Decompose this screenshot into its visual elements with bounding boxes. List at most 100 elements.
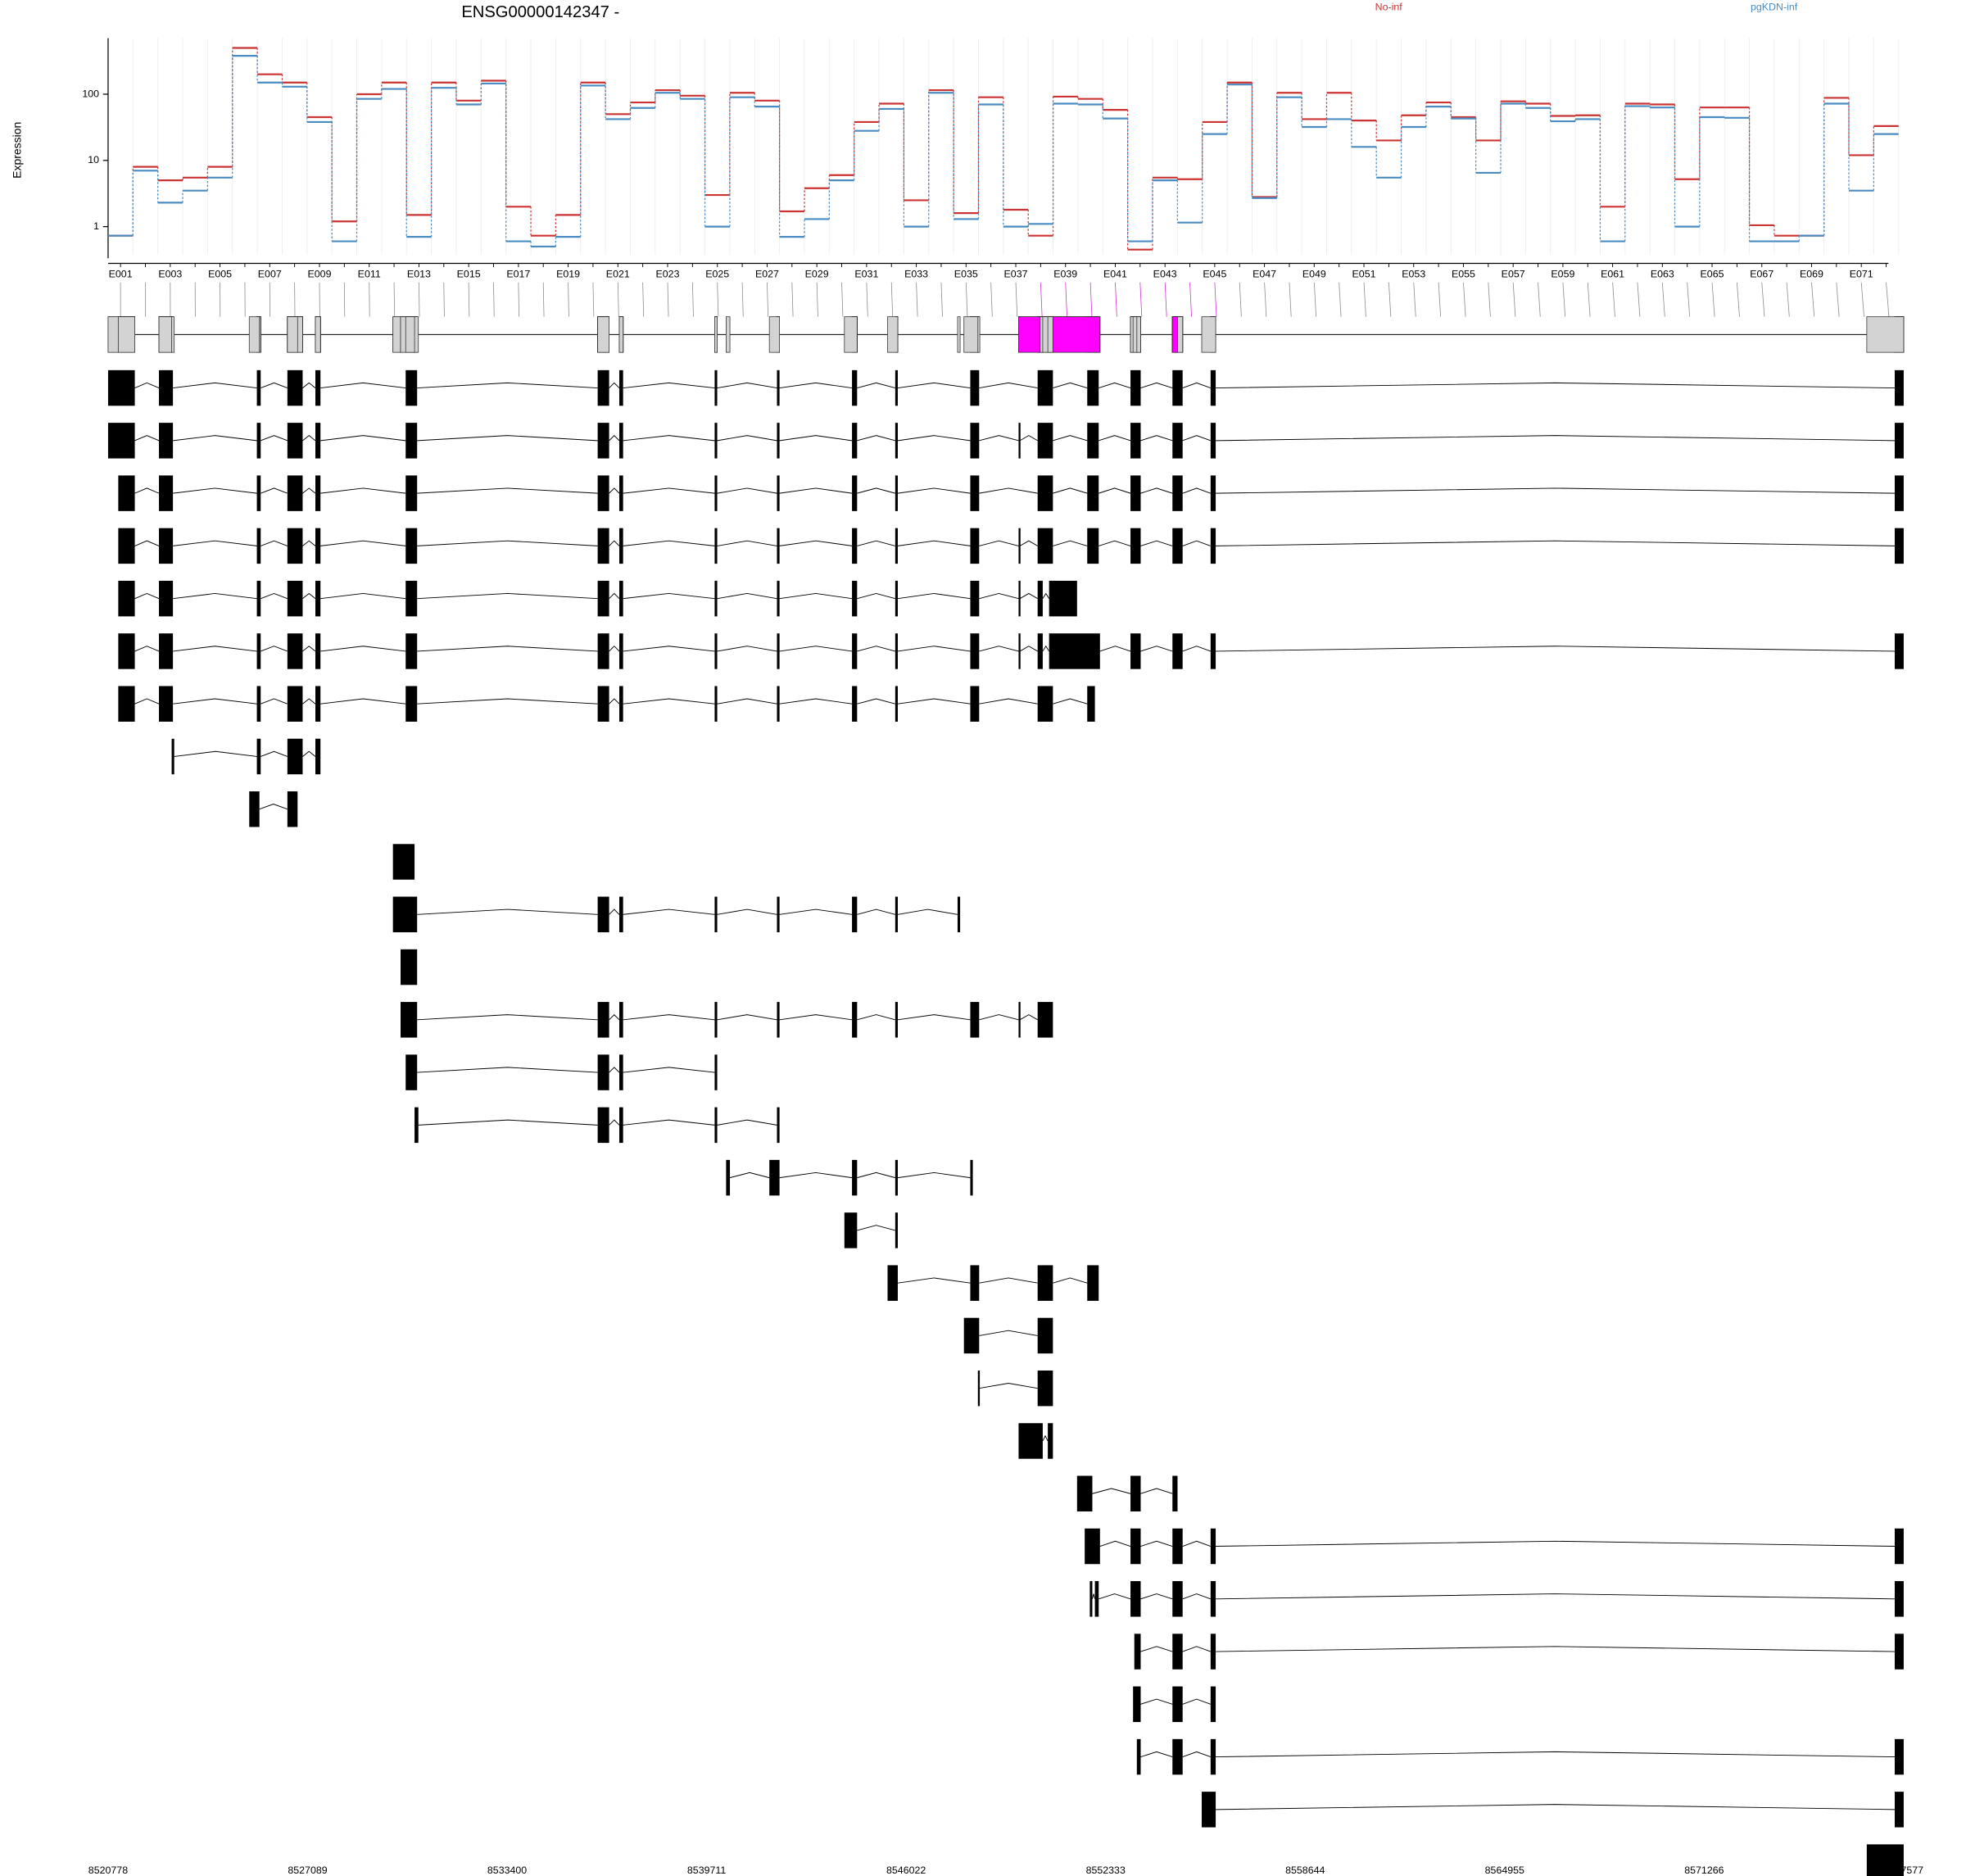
transcript-exon (618, 423, 623, 459)
transcript-exon (1202, 1792, 1216, 1828)
transcript-exon (1037, 423, 1053, 459)
gene-model-exon (1047, 316, 1053, 353)
transcript-exon (597, 1054, 609, 1090)
x-tick-label: E061 (1601, 269, 1624, 280)
transcript-exon (256, 475, 261, 511)
intron (623, 435, 715, 442)
exon-connector (1711, 282, 1715, 317)
genomic-tick-label: 8520778 (88, 1865, 128, 1876)
intron (1042, 592, 1050, 599)
transcript-exon (405, 686, 418, 722)
x-tick-label: E019 (556, 269, 580, 280)
intron (717, 382, 777, 389)
transcript-exon (1130, 423, 1141, 459)
gene-model-exon (158, 316, 174, 353)
transcript-exon (1172, 633, 1183, 669)
transcript-exon (405, 423, 418, 459)
x-tick-label: E015 (457, 269, 481, 280)
transcript-exon (1895, 1581, 1904, 1617)
x-tick-label: E039 (1053, 269, 1077, 280)
x-tick-label: E037 (1004, 269, 1028, 280)
transcript-exon (895, 686, 898, 722)
genomic-tick-label: 8539711 (687, 1865, 726, 1876)
gene-model-exon (618, 316, 624, 353)
intron (260, 646, 288, 652)
transcript-exon (714, 369, 718, 406)
intron (897, 435, 971, 442)
x-tick-label: E001 (109, 269, 133, 280)
transcript-exon (405, 475, 418, 511)
intron (609, 434, 620, 442)
intron (173, 487, 257, 494)
transcript-exon (1133, 1686, 1141, 1723)
intron (1216, 540, 1896, 546)
x-tick-label: E021 (606, 269, 630, 280)
transcript-exon (315, 686, 321, 722)
transcript-exon (597, 633, 609, 669)
intron (779, 487, 853, 494)
intron (609, 646, 620, 652)
transcript-exon (777, 686, 780, 722)
transcript-exon (1018, 633, 1021, 669)
intron (1099, 1593, 1131, 1600)
transcript-exon (159, 528, 174, 564)
intron (609, 909, 620, 915)
intron (417, 909, 598, 915)
intron (979, 1277, 1038, 1284)
transcript-exon (970, 686, 980, 722)
transcript-exon (1130, 369, 1141, 406)
transcript-exon (1172, 1475, 1178, 1511)
intron (897, 540, 971, 546)
intron (320, 487, 406, 494)
x-tick-label: E065 (1701, 269, 1724, 280)
transcript-exon (1210, 1634, 1216, 1670)
transcript-exon (159, 423, 174, 459)
intron (134, 382, 160, 389)
transcript-exon (1210, 1581, 1216, 1617)
exon-connector (1115, 282, 1117, 317)
intron (302, 592, 316, 600)
transcript-exon (118, 475, 135, 511)
gene-model-exon (844, 316, 858, 353)
intron (623, 487, 715, 494)
x-tick-label: E063 (1651, 269, 1674, 280)
intron (1092, 1593, 1096, 1599)
transcript-exon (895, 1159, 898, 1196)
transcript-exon (1130, 1581, 1141, 1617)
exon-connector (1313, 282, 1317, 317)
intron (979, 1330, 1038, 1336)
gene-model-exon (977, 316, 981, 353)
intron (609, 1013, 620, 1021)
intron (717, 646, 777, 652)
intron (1182, 540, 1212, 546)
exon-connector (1538, 282, 1541, 317)
intron (857, 1014, 895, 1021)
transcript-exon (970, 475, 980, 511)
intron (857, 540, 895, 546)
exon-connector (1139, 282, 1143, 317)
transcript-exon (392, 844, 415, 880)
intron (173, 435, 257, 442)
intron (897, 592, 971, 600)
gene-model-exon (887, 316, 899, 353)
intron (1216, 1593, 1896, 1600)
transcript-exon (887, 1265, 898, 1301)
transcript-exon (597, 580, 609, 617)
exon-connector (1189, 282, 1192, 317)
x-tick-label: E035 (954, 269, 978, 280)
transcript-exon (1210, 1738, 1216, 1775)
transcript-exon (1037, 686, 1053, 722)
exon-connector (1661, 282, 1665, 317)
transcript-exon (315, 528, 321, 564)
transcript-exon (1210, 633, 1216, 669)
intron (897, 1171, 971, 1179)
intron (979, 1383, 1038, 1389)
intron (1140, 382, 1173, 389)
intron (1099, 1540, 1131, 1547)
transcript-exon (401, 949, 418, 986)
exon-connector (1239, 282, 1242, 317)
transcript-exon (977, 1370, 981, 1407)
intron (302, 540, 316, 546)
transcript-exon (777, 369, 780, 406)
transcript-exon (597, 896, 609, 933)
